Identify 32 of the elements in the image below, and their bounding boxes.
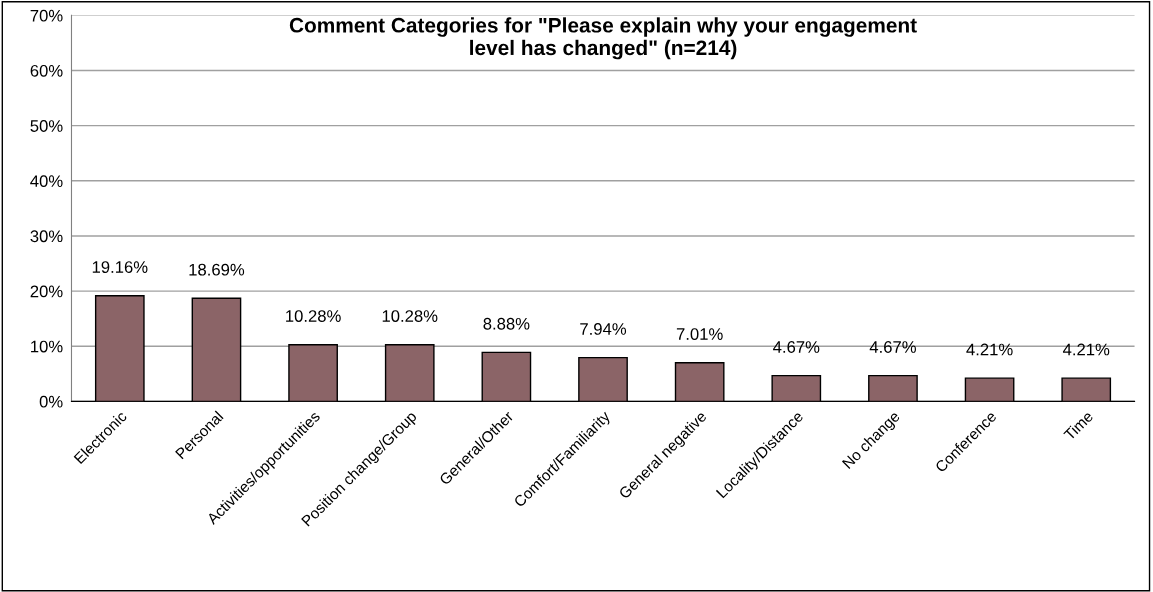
bar	[771, 374, 822, 402]
y-tick-label: 50%	[30, 120, 63, 132]
data-label: 7.94%	[580, 323, 627, 335]
bar	[288, 343, 338, 402]
bar	[191, 297, 242, 402]
data-label: 4.67%	[773, 341, 820, 353]
x-tick-label: Time	[1062, 410, 1094, 441]
bar	[964, 377, 1015, 402]
data-label: 7.01%	[676, 328, 723, 340]
y-tick-label: 20%	[30, 285, 63, 298]
data-label: 10.28%	[382, 310, 438, 322]
data-label: 4.67%	[869, 341, 916, 353]
bar	[1061, 377, 1112, 402]
text: Comment Categories for "Please explain why your engagement level has changed" (n=214)	[289, 17, 917, 60]
bar	[674, 362, 725, 402]
bar	[578, 356, 628, 402]
y-tick-label: 30%	[30, 230, 63, 243]
data-label: 19.16%	[92, 261, 148, 273]
data-label: 4.21%	[966, 343, 1013, 356]
data-label: 8.88%	[483, 317, 530, 330]
bar	[481, 351, 532, 402]
bar	[94, 295, 145, 402]
y-tick-label: 10%	[31, 340, 63, 353]
y-tick-label: 40%	[30, 175, 63, 188]
data-label: 10.28%	[286, 310, 341, 322]
data-label: 4.21%	[1062, 343, 1110, 356]
y-tick-label: 0%	[39, 395, 63, 408]
y-tick-label: 60%	[30, 64, 63, 77]
data-label: 18.69%	[189, 263, 245, 276]
bar	[384, 343, 435, 402]
bar	[868, 374, 918, 402]
y-tick-label: 70%	[30, 9, 63, 22]
